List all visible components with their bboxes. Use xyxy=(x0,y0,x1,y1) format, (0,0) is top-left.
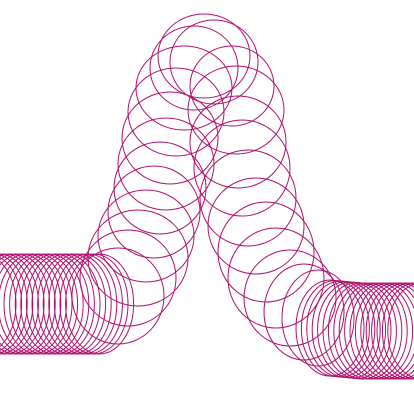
coil-ring xyxy=(121,91,219,185)
coil-ring xyxy=(371,282,414,380)
coil-ring xyxy=(207,177,305,275)
coil-ring xyxy=(327,282,397,380)
coil-ring xyxy=(187,65,285,155)
coil-ring xyxy=(189,95,287,189)
coil-ring xyxy=(333,282,403,380)
coil-ring xyxy=(20,253,90,355)
coil-ring xyxy=(0,260,17,348)
coil-ring xyxy=(306,280,376,378)
coil-ring xyxy=(0,253,56,355)
coil-ring xyxy=(0,253,62,355)
coil-ring xyxy=(79,229,177,327)
coil-ring xyxy=(0,256,23,352)
coil-ring xyxy=(37,253,107,355)
coil-ring xyxy=(31,253,101,355)
coil-ring xyxy=(189,45,275,127)
coil-ring xyxy=(263,263,345,361)
coil-ring xyxy=(48,253,118,355)
coil-ring xyxy=(365,282,414,380)
coil-ring xyxy=(169,19,259,105)
coil-ring xyxy=(281,269,355,367)
coil-ring xyxy=(59,253,129,355)
coil-ring xyxy=(25,253,95,355)
coil-ring xyxy=(97,189,195,283)
coil-ring xyxy=(338,282,408,380)
coil-ring xyxy=(376,282,414,380)
coil-ring xyxy=(42,253,112,355)
coil-ring xyxy=(0,254,28,354)
coil-ring xyxy=(0,253,67,355)
coil-ring xyxy=(199,149,297,247)
coil-ring xyxy=(135,45,233,131)
coil-ring xyxy=(360,282,414,380)
coil-ring xyxy=(344,282,414,380)
coil-ring xyxy=(0,253,34,355)
coil-ring xyxy=(65,253,135,355)
coil-ring xyxy=(71,247,165,345)
coil-ring xyxy=(300,280,370,377)
coil-ring xyxy=(0,253,39,355)
coil-ring xyxy=(113,141,207,235)
coil-ring xyxy=(87,209,189,307)
coil-ring xyxy=(107,165,201,259)
coil-ring xyxy=(3,253,73,355)
coil-ring xyxy=(381,282,414,380)
coil-ring xyxy=(157,13,251,99)
coil-ring xyxy=(9,253,79,355)
coil-ring xyxy=(227,227,325,329)
coil-ring xyxy=(193,119,291,217)
coil-ring xyxy=(349,282,414,380)
coil-ring xyxy=(354,282,414,380)
coil-ring xyxy=(0,253,45,355)
coil-ring xyxy=(14,253,84,355)
coil-ring xyxy=(149,25,239,111)
coil-ring xyxy=(295,279,365,377)
coil-ring xyxy=(243,249,337,347)
coil-ring xyxy=(217,201,315,303)
coil-ring xyxy=(387,283,414,379)
coil-ring xyxy=(0,253,51,355)
